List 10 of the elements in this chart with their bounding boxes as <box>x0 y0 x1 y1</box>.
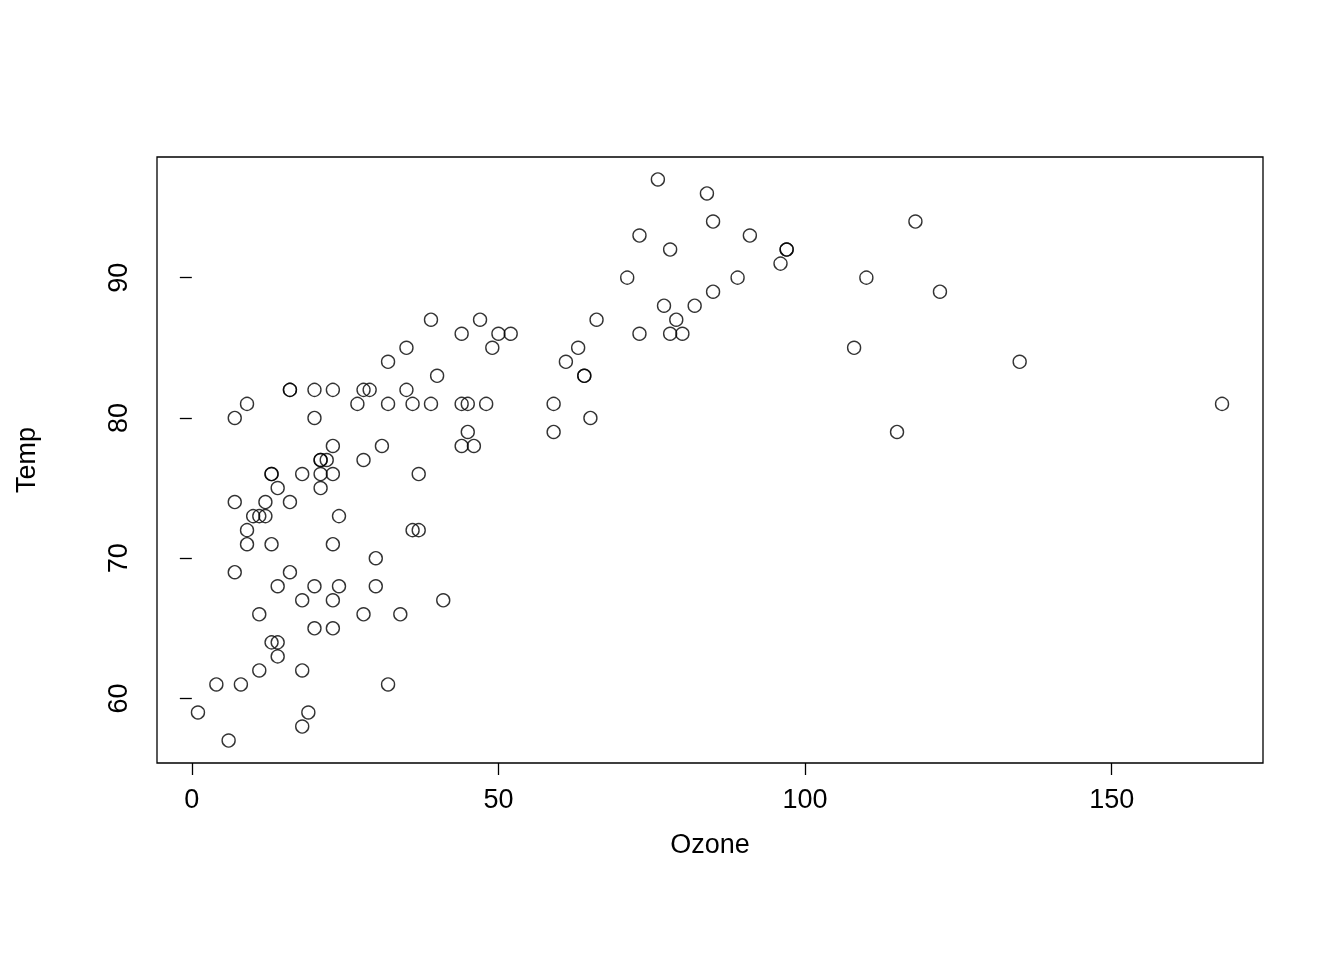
y-tick-label: 90 <box>102 262 133 293</box>
x-axis-title: Ozone <box>670 828 750 859</box>
x-tick-label: 100 <box>782 783 828 814</box>
x-tick-label: 150 <box>1089 783 1135 814</box>
y-tick-label: 60 <box>102 683 133 714</box>
y-tick-label: 70 <box>102 543 133 574</box>
x-tick-label: 50 <box>483 783 514 814</box>
y-axis-title: Temp <box>10 426 41 494</box>
y-tick-label: 80 <box>102 402 133 433</box>
x-tick-label: 0 <box>184 783 200 814</box>
